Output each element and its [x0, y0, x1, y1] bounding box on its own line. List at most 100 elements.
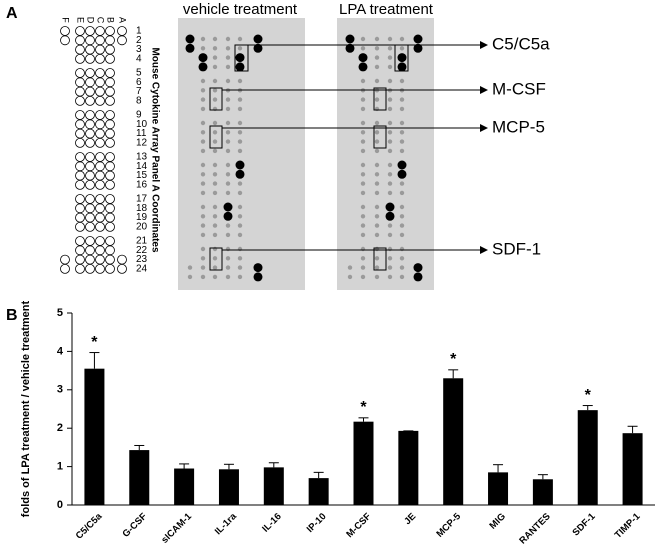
side-title: Mouse Cytokine Array Panel A Coordinates	[149, 47, 160, 252]
array-spot	[225, 148, 231, 154]
array-spot	[237, 148, 243, 154]
array-spot	[237, 130, 243, 135]
array-spot	[387, 265, 393, 270]
layout-circle	[95, 152, 105, 162]
coordinate-label: 18	[136, 203, 148, 214]
layout-circle	[105, 179, 115, 190]
callout-label: MCP-5	[492, 117, 545, 136]
array-spot	[387, 274, 393, 280]
coordinate-label: 3	[136, 44, 142, 55]
array-spot	[360, 78, 366, 84]
array-spot	[399, 78, 405, 84]
layout-circle	[105, 263, 115, 274]
array-spot	[387, 36, 393, 42]
array-spot	[360, 223, 366, 228]
layout-circle	[105, 77, 115, 88]
array-spot	[200, 106, 206, 112]
x-tick-label: C5/C5a	[74, 511, 105, 542]
layout-circle	[85, 179, 95, 190]
layout-circle	[95, 254, 105, 265]
array-spot	[237, 46, 243, 51]
array-spot	[399, 139, 405, 144]
coordinate-label: 19	[136, 212, 148, 223]
array-spot	[253, 34, 263, 44]
layout-circle	[85, 44, 95, 55]
bar	[263, 467, 284, 505]
array-spot	[360, 265, 366, 270]
array-spot	[387, 246, 393, 252]
y-tick-label: 5	[57, 307, 63, 319]
array-spot	[225, 120, 231, 126]
layout-circle	[95, 263, 105, 274]
layout-circle	[95, 170, 105, 181]
array-spot	[212, 204, 218, 210]
array-spot	[237, 97, 243, 102]
layout-circle	[105, 212, 115, 223]
array-spot	[225, 36, 231, 42]
layout-circle	[75, 137, 85, 148]
array-spot	[237, 232, 243, 238]
array-spot	[212, 139, 218, 144]
array-spot	[358, 62, 368, 72]
layout-circle	[95, 212, 105, 223]
layout-circle	[75, 96, 85, 106]
array-spot	[237, 139, 243, 144]
layout-circle	[75, 212, 85, 223]
coordinate-label: 14	[136, 161, 148, 172]
layout-circle	[75, 263, 85, 274]
panel-label: A	[6, 5, 18, 22]
array-spot	[387, 97, 393, 102]
array-spot	[413, 43, 423, 53]
callout-label: C5/C5a	[492, 34, 550, 53]
coordinate-label: 7	[136, 86, 142, 97]
layout-circle	[95, 96, 105, 106]
x-tick-label: MCP-5	[434, 511, 463, 540]
coordinate-label: 8	[136, 96, 142, 107]
layout-circle	[105, 54, 115, 64]
coordinate-label: 16	[136, 180, 148, 191]
array-spot	[360, 204, 366, 210]
arrow-head	[480, 246, 488, 254]
array-spot	[374, 120, 380, 126]
array-spot	[237, 223, 243, 228]
array-spot	[399, 148, 405, 154]
array-image	[337, 18, 434, 290]
array-spot	[200, 130, 206, 135]
array-spot	[358, 53, 368, 63]
array-spot	[387, 190, 393, 196]
bar	[353, 421, 374, 505]
array-spot	[200, 223, 206, 228]
layout-circle	[95, 203, 105, 214]
array-spot	[212, 265, 218, 270]
bar	[622, 433, 643, 505]
layout-circle	[60, 35, 70, 46]
array-spot	[385, 202, 395, 212]
array-spot	[387, 232, 393, 238]
layout-circle	[85, 263, 95, 274]
bar	[84, 368, 105, 505]
layout-circle	[105, 152, 115, 162]
array-spot	[212, 190, 218, 196]
layout-circle	[75, 161, 85, 172]
array-spot	[374, 148, 380, 154]
array-spot	[225, 46, 231, 51]
array-spot	[225, 256, 231, 261]
array-spot	[185, 34, 195, 44]
significance: *	[450, 351, 457, 368]
layout-circle	[75, 194, 85, 204]
layout-circle	[105, 86, 115, 97]
array-spot	[225, 162, 231, 168]
arrow-head	[480, 124, 488, 132]
array-spot	[225, 274, 231, 280]
layout-circle	[105, 96, 115, 106]
array-spot	[360, 148, 366, 154]
layout-circle	[95, 54, 105, 64]
significance: *	[360, 399, 367, 416]
array-spot	[225, 55, 231, 60]
x-tick-label: JE	[402, 511, 418, 527]
y-tick-label: 4	[57, 345, 64, 357]
array-spot	[237, 36, 243, 42]
bar	[488, 472, 509, 505]
layout-circle	[105, 203, 115, 214]
array-spot	[225, 246, 231, 252]
